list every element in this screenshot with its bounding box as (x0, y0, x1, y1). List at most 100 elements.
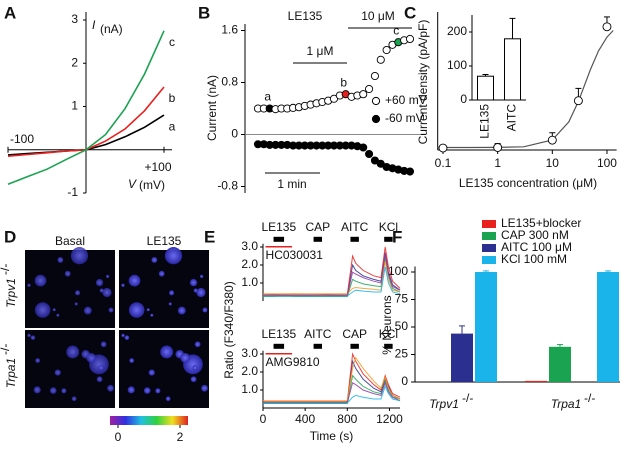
legend-swatch (482, 232, 496, 240)
inset-category-label: AITC (505, 104, 519, 132)
inset-bar (504, 38, 521, 101)
blocker-label: AMG9810 (266, 355, 320, 369)
legend-marker (371, 96, 381, 106)
curve-label: b (169, 91, 176, 105)
point-label: c (393, 23, 399, 37)
cell (124, 335, 130, 340)
cell (57, 256, 64, 263)
legend-label: +60 mV (385, 93, 427, 107)
cell (98, 365, 104, 371)
cell (74, 302, 78, 306)
stimulus-label: KCl (379, 220, 398, 234)
cell (177, 306, 186, 315)
panel-letter: D (4, 227, 16, 246)
stimulus-bar (313, 343, 323, 349)
cell (143, 387, 151, 394)
point-label: b (340, 75, 347, 89)
bar (597, 272, 619, 382)
cell (70, 247, 89, 265)
x-tick-label: -100 (10, 132, 34, 146)
y-tick-label: 2.0 (241, 257, 258, 271)
bar (525, 380, 547, 382)
x-tick-label: 400 (295, 412, 315, 426)
legend-swatch (482, 244, 496, 252)
x-tick-label: 800 (337, 412, 357, 426)
cell (128, 302, 145, 318)
trace (263, 385, 401, 404)
cell (86, 352, 96, 363)
annotation: 1 min (277, 177, 306, 191)
data-point (547, 135, 557, 145)
cell (201, 384, 208, 392)
data-point (573, 96, 583, 106)
cell (168, 302, 172, 306)
stimulus-label: AITC (304, 327, 332, 341)
cell (150, 313, 154, 317)
bar (451, 333, 473, 382)
data-point (359, 90, 368, 99)
column-header: LE135 (147, 234, 182, 248)
y-axis-unit: (nA) (100, 22, 123, 36)
stimulus-bar (384, 236, 393, 242)
inset-y-tick-label: 100 (447, 58, 467, 72)
legend-label: AITC 100 μM (501, 240, 572, 254)
blocker-label: HC030031 (266, 248, 324, 262)
stimulus-bar (350, 343, 359, 349)
y-axis-title: Current (nA) (205, 75, 219, 141)
cell (102, 287, 112, 298)
inset-y-tick-label: 0 (460, 92, 467, 106)
x-tick-label-suffix: -/- (462, 391, 473, 405)
cell (33, 386, 41, 394)
cell (158, 270, 165, 277)
x-tick-label: 0 (260, 412, 267, 426)
legend-label: CAP 300 nM (501, 228, 569, 242)
x-axis-title: Time (s) (310, 429, 354, 443)
cell (27, 283, 31, 287)
iv-curve (7, 30, 165, 186)
curve-label: c (169, 35, 175, 49)
y-tick-label: 1.6 (221, 23, 238, 37)
stimulus-bar (273, 343, 285, 349)
x-tick-label: Trpa1 (551, 397, 581, 411)
cell (71, 396, 77, 402)
x-tick-label: 1200 (376, 412, 403, 426)
cell (190, 376, 197, 383)
stimulus-bar (313, 236, 323, 242)
cell (146, 308, 150, 312)
cell (34, 274, 47, 287)
y-tick-label: 3.0 (241, 346, 258, 360)
x-axis-unit: (mV) (139, 178, 165, 192)
data-point (359, 143, 368, 152)
cell (49, 387, 57, 394)
colorbar (110, 416, 188, 425)
cell (199, 274, 204, 279)
panel-letter: F (392, 227, 402, 246)
row-label-suffix: -/- (0, 264, 12, 275)
y-tick-label: 2.0 (241, 364, 258, 378)
trace (263, 352, 401, 403)
cell (180, 352, 190, 363)
cell (151, 256, 158, 263)
cell (56, 313, 60, 317)
cell (52, 308, 56, 312)
stimulus-bar (384, 343, 393, 349)
x-tick-label: Trpv1 (429, 397, 459, 411)
cell (127, 386, 135, 394)
cell (100, 341, 107, 348)
y-tick-label: 100 (388, 264, 408, 278)
row-label: Trpa1 (4, 358, 18, 388)
cell (189, 278, 198, 287)
cell (192, 365, 198, 371)
cell (155, 388, 161, 394)
x-tick-label: 1 (494, 156, 501, 170)
panel-letter: E (204, 227, 215, 246)
cell (148, 369, 155, 376)
legend-label: -60 mV (385, 111, 424, 125)
stimulus-bar (350, 236, 359, 242)
stimulus-label: LE135 (261, 220, 296, 234)
cell (95, 278, 104, 287)
cell (27, 333, 31, 338)
cell (108, 307, 114, 313)
y-axis-title: % Neurons (380, 295, 394, 354)
cell (83, 306, 92, 315)
